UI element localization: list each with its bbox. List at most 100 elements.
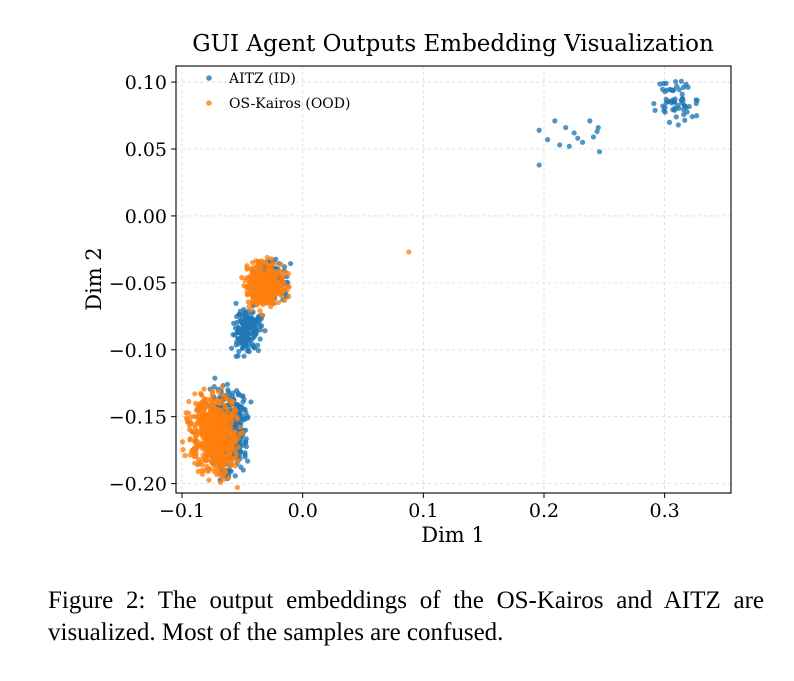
os-kairos-point	[226, 424, 232, 430]
os-kairos-point	[246, 304, 252, 310]
os-kairos-point	[219, 384, 225, 390]
y-tick-label: −0.05	[109, 273, 167, 295]
aitz-point	[580, 139, 586, 145]
aitz-point	[249, 318, 255, 324]
os-kairos-point	[225, 434, 231, 440]
os-kairos-point	[186, 398, 192, 405]
os-kairos-point	[234, 416, 241, 422]
os-kairos-point	[267, 288, 273, 294]
os-kairos-point	[228, 410, 234, 416]
aitz-point	[682, 117, 688, 123]
aitz-point	[694, 113, 700, 119]
chart-canvas: −0.1 0.0 0.1 0.2 0.3 0.10 0.05 0.00 −0.05 −0.10 −0…	[82, 31, 732, 547]
aitz-point	[536, 127, 542, 133]
os-kairos-point	[257, 296, 263, 302]
aitz-point	[652, 107, 658, 113]
os-kairos-point	[282, 297, 288, 303]
aitz-point	[248, 399, 254, 405]
aitz-point	[236, 348, 242, 354]
os-kairos-point	[244, 284, 250, 291]
os-kairos-point	[192, 430, 198, 436]
x-tick-label: 0.1	[408, 500, 438, 522]
os-kairos-point	[244, 265, 250, 271]
aitz-point	[247, 324, 253, 330]
os-kairos-point	[220, 423, 226, 430]
legend-marker-aitz	[206, 75, 212, 81]
os-kairos-point	[195, 468, 201, 475]
os-kairos-point	[216, 412, 222, 418]
os-kairos-point	[251, 268, 257, 275]
aitz-point	[662, 89, 668, 95]
aitz-point	[670, 106, 676, 113]
os-kairos-point	[235, 444, 241, 450]
aitz-point	[681, 111, 687, 118]
os-kairos-point	[268, 256, 275, 262]
data-points	[179, 78, 700, 491]
os-kairos-point	[205, 419, 211, 426]
os-kairos-point	[261, 259, 267, 265]
aitz-point	[235, 353, 241, 359]
aitz-point	[245, 458, 251, 464]
aitz-point	[288, 260, 294, 267]
aitz-point	[545, 137, 551, 143]
x-tick-label: 0.3	[650, 500, 680, 522]
os-kairos-point	[184, 417, 190, 423]
os-kairos-point	[272, 286, 278, 292]
os-kairos-point	[246, 275, 252, 281]
os-kairos-point	[222, 404, 228, 411]
aitz-point	[240, 399, 246, 405]
aitz-point	[678, 78, 684, 84]
aitz-point	[663, 80, 669, 86]
aitz-point	[232, 325, 239, 331]
os-kairos-point	[206, 414, 212, 421]
os-kairos-point	[234, 484, 241, 491]
aitz-point	[234, 401, 240, 408]
os-kairos-point	[216, 448, 222, 454]
aitz-point	[571, 130, 577, 136]
os-kairos-point	[216, 418, 223, 424]
aitz-point	[575, 135, 581, 141]
y-tick-label: −0.15	[109, 407, 167, 429]
aitz-point	[552, 118, 558, 124]
os-kairos-point	[406, 249, 412, 255]
os-kairos-point	[199, 462, 205, 468]
os-kairos-point	[244, 289, 250, 295]
os-kairos-point	[192, 391, 198, 397]
os-kairos-point	[259, 312, 265, 318]
aitz-point	[689, 114, 695, 120]
os-kairos-point	[216, 400, 222, 406]
aitz-point	[596, 149, 603, 155]
os-kairos-point	[199, 456, 205, 463]
aitz-point	[657, 81, 663, 87]
aitz-point	[235, 336, 242, 342]
os-kairos-point	[192, 438, 198, 444]
os-kairos-point	[228, 434, 235, 440]
os-kairos-point	[208, 398, 214, 404]
os-kairos-point	[192, 400, 199, 406]
aitz-point	[228, 345, 235, 351]
y-tick-label: 0.05	[125, 139, 167, 161]
os-kairos-point	[231, 439, 237, 445]
aitz-point	[211, 384, 217, 390]
os-kairos-point	[247, 280, 253, 286]
os-kairos-point	[248, 286, 254, 292]
os-kairos-point	[278, 293, 284, 299]
os-kairos-point	[279, 275, 285, 281]
y-tick-label: 0.10	[125, 72, 167, 94]
aitz-point	[255, 315, 262, 321]
aitz-point	[240, 345, 246, 351]
os-kairos-point	[206, 477, 212, 483]
aitz-point	[254, 322, 260, 328]
os-kairos-point	[260, 264, 266, 271]
os-kairos-point	[212, 449, 218, 455]
aitz-point	[661, 107, 667, 114]
os-kairos-point	[204, 453, 210, 459]
os-kairos-point	[187, 436, 193, 442]
os-kairos-point	[250, 291, 256, 298]
aitz-point	[235, 329, 241, 335]
aitz-point	[675, 122, 681, 128]
aitz-point	[240, 321, 247, 327]
aitz-point	[247, 337, 253, 343]
aitz-point	[212, 375, 218, 381]
os-kairos-point	[186, 410, 192, 416]
